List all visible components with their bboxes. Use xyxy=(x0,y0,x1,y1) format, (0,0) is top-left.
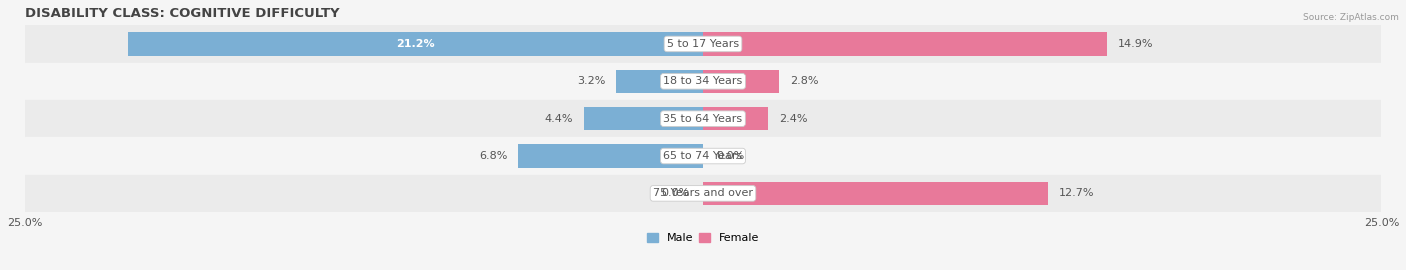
Text: 5 to 17 Years: 5 to 17 Years xyxy=(666,39,740,49)
Text: 6.8%: 6.8% xyxy=(479,151,508,161)
Text: DISABILITY CLASS: COGNITIVE DIFFICULTY: DISABILITY CLASS: COGNITIVE DIFFICULTY xyxy=(25,7,339,20)
Bar xyxy=(703,182,1047,205)
Text: 21.2%: 21.2% xyxy=(396,39,434,49)
Text: 2.4%: 2.4% xyxy=(779,114,807,124)
Text: 3.2%: 3.2% xyxy=(576,76,606,86)
Text: 35 to 64 Years: 35 to 64 Years xyxy=(664,114,742,124)
Text: 0.0%: 0.0% xyxy=(661,188,689,198)
Bar xyxy=(25,175,1381,212)
Text: 18 to 34 Years: 18 to 34 Years xyxy=(664,76,742,86)
Bar xyxy=(583,107,703,130)
Bar xyxy=(25,63,1381,100)
Bar xyxy=(703,107,768,130)
Text: Source: ZipAtlas.com: Source: ZipAtlas.com xyxy=(1303,14,1399,22)
Bar xyxy=(25,137,1381,175)
Text: 75 Years and over: 75 Years and over xyxy=(652,188,754,198)
Bar xyxy=(703,32,1108,56)
Bar xyxy=(519,144,703,168)
Bar xyxy=(25,100,1381,137)
Text: 4.4%: 4.4% xyxy=(544,114,572,124)
Text: 14.9%: 14.9% xyxy=(1118,39,1154,49)
Text: 12.7%: 12.7% xyxy=(1059,188,1094,198)
Bar xyxy=(616,70,703,93)
Bar xyxy=(25,25,1381,63)
Bar xyxy=(703,70,779,93)
Text: 65 to 74 Years: 65 to 74 Years xyxy=(664,151,742,161)
Text: 0.0%: 0.0% xyxy=(717,151,745,161)
Bar xyxy=(128,32,703,56)
Legend: Male, Female: Male, Female xyxy=(643,228,763,248)
Text: 2.8%: 2.8% xyxy=(790,76,818,86)
